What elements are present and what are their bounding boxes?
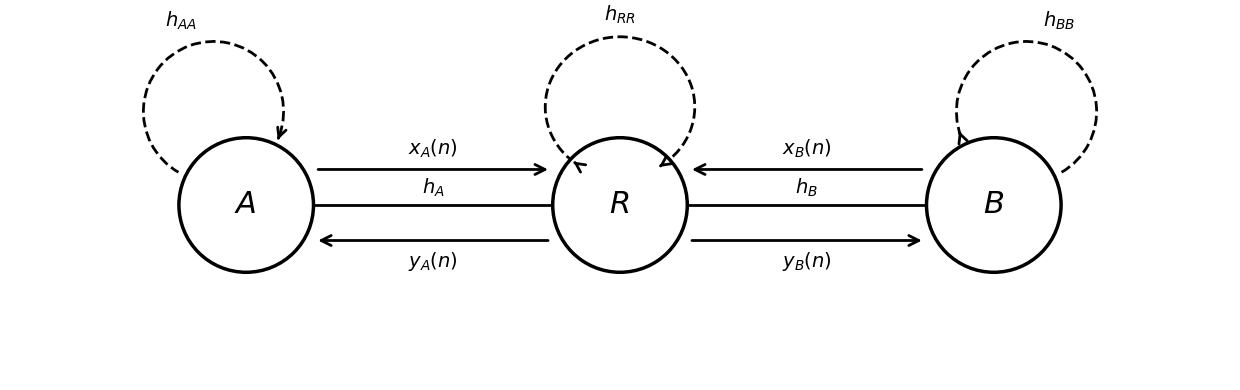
Text: $y_B(n)$: $y_B(n)$ — [782, 250, 832, 273]
Text: $x_A(n)$: $x_A(n)$ — [408, 138, 458, 160]
Text: $y_A(n)$: $y_A(n)$ — [408, 250, 458, 273]
Text: $h_A$: $h_A$ — [422, 177, 444, 199]
Text: $h_{RR}$: $h_{RR}$ — [604, 3, 636, 26]
Text: $h_B$: $h_B$ — [796, 177, 818, 199]
Text: $x_B(n)$: $x_B(n)$ — [782, 138, 832, 160]
Text: A: A — [236, 190, 257, 220]
Circle shape — [926, 138, 1061, 272]
Circle shape — [553, 138, 687, 272]
Text: R: R — [609, 190, 631, 220]
Text: $h_{AA}$: $h_{AA}$ — [165, 10, 197, 32]
Text: $h_{BB}$: $h_{BB}$ — [1043, 10, 1075, 32]
Circle shape — [179, 138, 314, 272]
Text: B: B — [983, 190, 1004, 220]
